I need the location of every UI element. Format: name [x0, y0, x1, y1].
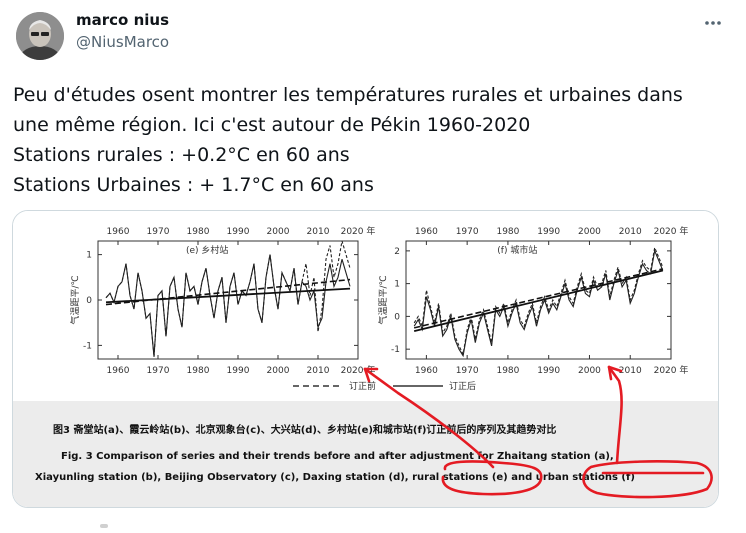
x-tick-label-top: 2020 年 — [654, 225, 689, 237]
x-tick-label: 1980 — [187, 366, 210, 376]
x-tick-label-top: 2000 — [267, 227, 290, 237]
y-axis-label: 气温距平/℃ — [377, 275, 389, 324]
tweet-media-image[interactable]: 1960 1960 1970 1970 1980 1980 1990 1990 2000 2000… — [12, 210, 719, 508]
legend-after-label: 订正后 — [449, 381, 476, 392]
y-tick-label: 0 — [394, 312, 400, 322]
y-tick-label: 2 — [394, 247, 400, 257]
truncated-footer — [100, 524, 108, 528]
arrow-to-rural-chart — [363, 367, 495, 469]
y-tick-label: 1 — [86, 251, 92, 261]
x-tick-label: 1960 — [415, 366, 438, 376]
caption-english-line2: Xiayunling station (b), Beijing Observat… — [35, 472, 635, 483]
x-tick-label: 2000 — [578, 366, 601, 376]
plot-frame — [405, 240, 672, 360]
x-tick-label-top: 1980 — [496, 227, 519, 237]
tweet-line: une même région. Ici c'est autour de Pék… — [13, 114, 531, 136]
caption-english-line1: Fig. 3 Comparison of series and their tr… — [61, 451, 614, 462]
x-tick-label-top: 2000 — [578, 227, 601, 237]
author-name[interactable]: marco nius — [76, 11, 169, 29]
tweet-text: Peu d'études osent montrer les températu… — [13, 80, 733, 200]
x-tick-label-top: 1980 — [187, 227, 210, 237]
series-line-after — [413, 248, 664, 358]
x-tick-label: 1970 — [456, 366, 479, 376]
x-tick-label: 2020 年 — [654, 364, 689, 376]
arrow-head-urban — [607, 365, 623, 381]
tweet-line: Stations Urbaines : + 1.7°C en 60 ans — [13, 174, 374, 196]
x-tick-label: 2000 — [267, 366, 290, 376]
x-tick-label: 2010 — [307, 366, 330, 376]
chart-title: (f) 城市站 — [497, 244, 537, 256]
x-tick-label-top: 2010 — [619, 227, 642, 237]
legend-before-label: 订正前 — [349, 380, 376, 392]
x-tick-label-top: 2010 — [307, 227, 330, 237]
caption-background — [13, 401, 718, 507]
trend-line-before — [413, 268, 664, 329]
chart-rural: 1960 1960 1970 1970 1980 1980 1990 1990 2000 2000… — [69, 225, 375, 376]
red-annotations — [363, 365, 713, 499]
avatar-image — [16, 12, 64, 60]
x-tick-label-top: 1990 — [537, 227, 560, 237]
x-tick-label: 1990 — [227, 366, 250, 376]
urban-highlight-ellipse — [582, 460, 713, 499]
x-tick-label: 1980 — [496, 366, 519, 376]
tweet-line: Peu d'études osent montrer les températu… — [13, 84, 683, 106]
figure-svg: 1960 1960 1970 1970 1980 1980 1990 1990 2000 2000… — [13, 211, 718, 507]
y-tick-label: -1 — [83, 341, 92, 351]
arrow-to-urban-chart — [607, 365, 623, 465]
caption-chinese: 图3 斋堂站(a)、霞云岭站(b)、北京观象台(c)、大兴站(d)、乡村站(e)… — [53, 423, 556, 436]
more-options-button[interactable] — [702, 12, 724, 34]
series-line-after — [105, 254, 351, 357]
tweet-line: Stations rurales : +0.2°C en 60 ans — [13, 144, 350, 166]
y-tick-label: -1 — [391, 345, 400, 355]
x-tick-label-top: 2020 年 — [341, 225, 376, 237]
x-tick-label-top: 1960 — [107, 227, 130, 237]
legend: 订正前 订正后 — [293, 380, 476, 392]
more-horizontal-icon — [705, 21, 721, 25]
author-handle[interactable]: @NiusMarco — [76, 33, 170, 51]
x-tick-label-top: 1960 — [415, 227, 438, 237]
x-tick-label-top: 1970 — [147, 227, 170, 237]
x-tick-label: 1990 — [537, 366, 560, 376]
y-tick-label: 1 — [394, 280, 400, 290]
x-tick-label: 1960 — [107, 366, 130, 376]
chart-title: (e) 乡村站 — [186, 244, 228, 256]
trend-line-after — [413, 269, 664, 333]
x-tick-label: 2010 — [619, 366, 642, 376]
x-tick-label: 1970 — [147, 366, 170, 376]
y-axis-label: 气温距平/℃ — [69, 275, 81, 324]
x-tick-label-top: 1970 — [456, 227, 479, 237]
y-tick-label: 0 — [86, 296, 92, 306]
arrow-head-rural — [363, 367, 379, 383]
rural-highlight-ellipse — [441, 460, 543, 496]
trend-line-after — [105, 287, 351, 304]
avatar[interactable] — [16, 12, 64, 60]
x-tick-label-top: 1990 — [227, 227, 250, 237]
chart-urban: 1960 1960 1970 1970 1980 1980 1990 1990 2000 2000… — [377, 225, 688, 376]
